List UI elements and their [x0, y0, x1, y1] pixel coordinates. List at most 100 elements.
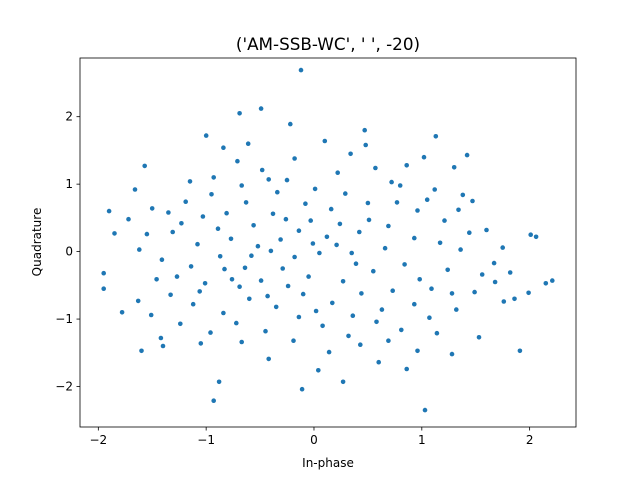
data-point	[492, 279, 498, 285]
data-point	[412, 301, 417, 307]
data-point	[258, 278, 264, 283]
data-point	[211, 175, 216, 180]
data-point	[139, 348, 144, 354]
data-point	[484, 227, 489, 233]
data-point	[359, 291, 364, 296]
data-point	[149, 206, 155, 211]
data-point	[374, 319, 379, 325]
data-point	[106, 208, 112, 214]
data-point	[397, 183, 403, 188]
x-tick-label: −1	[197, 433, 215, 447]
data-point	[334, 242, 339, 248]
data-point	[239, 339, 244, 345]
data-point	[451, 165, 457, 170]
data-point	[285, 283, 291, 289]
data-point	[237, 111, 242, 116]
y-axis-ticks: −2 −1 0 1 2	[55, 110, 80, 394]
data-point	[268, 248, 274, 254]
data-point	[137, 247, 142, 252]
data-point	[543, 281, 549, 286]
y-tick-label: 2	[65, 110, 73, 124]
data-point	[251, 223, 256, 228]
data-point	[148, 312, 154, 318]
data-point	[404, 163, 410, 168]
data-point	[313, 308, 319, 314]
y-axis-label: Quadrature	[30, 208, 44, 277]
data-point	[247, 296, 252, 302]
data-point	[203, 133, 209, 138]
data-point	[222, 266, 227, 272]
data-point	[442, 218, 447, 223]
data-point	[404, 366, 410, 372]
data-point	[239, 183, 244, 188]
data-point	[296, 314, 302, 320]
data-point	[263, 328, 268, 334]
data-point	[432, 187, 438, 192]
data-point	[424, 197, 430, 202]
data-point	[382, 245, 388, 251]
data-point	[170, 229, 175, 235]
data-point	[353, 261, 359, 267]
y-tick-label: −1	[55, 312, 73, 326]
data-point	[144, 231, 150, 237]
data-point	[316, 368, 321, 373]
data-point	[280, 266, 286, 271]
data-point	[445, 267, 451, 273]
data-point	[330, 300, 335, 306]
data-point	[402, 262, 407, 267]
data-point	[472, 289, 477, 295]
data-point	[340, 379, 346, 385]
chart-title: ('AM-SSB-WC', ' ', -20)	[236, 34, 420, 54]
data-point	[200, 214, 206, 219]
data-point	[394, 200, 400, 205]
data-point	[437, 240, 443, 246]
data-point	[217, 253, 223, 259]
data-point	[224, 210, 229, 216]
data-point	[249, 253, 254, 258]
data-point	[258, 106, 264, 111]
data-point	[308, 218, 314, 223]
data-point	[365, 200, 371, 206]
data-point	[154, 277, 159, 282]
data-point	[517, 348, 523, 354]
data-point	[415, 208, 420, 213]
data-point	[449, 291, 455, 296]
data-point	[270, 211, 276, 217]
data-point	[221, 145, 226, 150]
data-point	[229, 277, 235, 282]
data-point	[337, 221, 343, 227]
data-point	[366, 217, 372, 223]
data-point	[371, 268, 376, 274]
x-axis-label: In-phase	[302, 456, 354, 470]
data-point	[292, 156, 297, 161]
data-point	[266, 177, 272, 182]
data-point	[255, 243, 261, 249]
data-point	[386, 223, 391, 229]
x-tick-label: −2	[89, 433, 107, 447]
data-point	[417, 277, 423, 282]
data-point	[208, 330, 213, 335]
data-point	[168, 292, 173, 298]
data-point	[235, 158, 240, 164]
data-point	[454, 307, 459, 312]
data-point	[386, 338, 391, 344]
data-point	[526, 290, 531, 296]
data-point	[348, 151, 353, 157]
data-point	[278, 237, 283, 242]
data-point	[298, 67, 304, 73]
data-point	[183, 199, 188, 204]
data-point	[159, 257, 165, 263]
data-point	[135, 298, 141, 304]
data-point	[533, 234, 539, 240]
data-point	[491, 260, 497, 266]
data-point	[273, 304, 279, 310]
data-point	[346, 333, 351, 339]
data-point	[399, 327, 404, 333]
data-point	[245, 141, 251, 146]
data-point	[460, 192, 466, 198]
data-point	[300, 291, 306, 297]
data-point	[373, 165, 378, 171]
data-point	[202, 281, 208, 286]
data-point	[221, 310, 226, 316]
data-point	[216, 379, 222, 385]
